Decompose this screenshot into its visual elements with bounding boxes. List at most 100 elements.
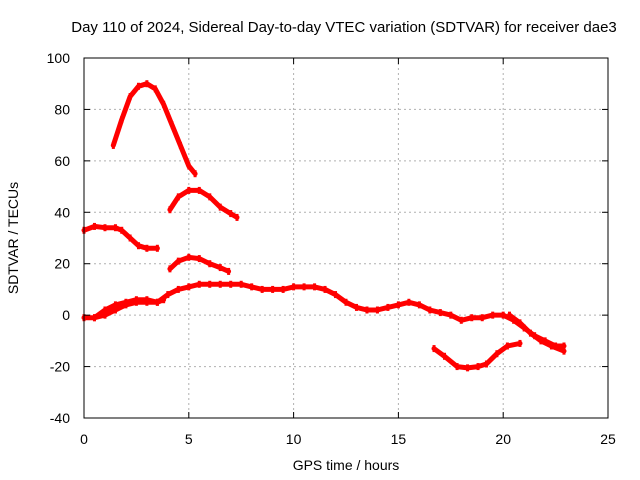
data-point <box>281 285 285 293</box>
data-point <box>124 298 128 306</box>
data-point <box>166 291 170 299</box>
data-point <box>197 280 201 288</box>
data-point <box>153 85 157 93</box>
data-point <box>208 193 212 201</box>
data-point <box>218 203 222 211</box>
data-point <box>176 257 180 265</box>
data-point <box>518 339 522 347</box>
data-point <box>417 301 421 309</box>
data-point <box>103 306 107 314</box>
data-point <box>449 311 453 319</box>
chart-title: Day 110 of 2024, Sidereal Day-to-day VTE… <box>71 19 617 36</box>
tick-layer: 0 5 10 15 20 25 -40 -20 0 20 40 60 80 100 <box>47 50 616 447</box>
data-point <box>323 285 327 293</box>
data-point <box>313 283 317 291</box>
series-arc-2 <box>167 187 240 220</box>
data-point <box>470 314 474 322</box>
data-point <box>365 306 369 314</box>
data-point <box>113 301 117 309</box>
y-axis-label: SDTVAR / TECUs <box>5 182 21 294</box>
data-point <box>443 352 447 360</box>
data-point <box>271 285 275 293</box>
data-point <box>187 253 191 261</box>
grid-layer <box>84 58 608 418</box>
series-arc-1 <box>110 81 198 177</box>
data-point <box>193 170 197 178</box>
data-point <box>507 311 511 319</box>
data-point <box>197 255 201 263</box>
series-arc-6 <box>92 297 167 321</box>
data-point <box>176 193 180 201</box>
data-point <box>103 224 107 232</box>
x-tick-label: 15 <box>391 431 407 447</box>
data-point <box>145 296 149 304</box>
data-point <box>235 213 239 221</box>
data-point <box>145 80 149 88</box>
data-point <box>229 210 233 218</box>
series-layer <box>81 80 567 372</box>
x-axis-label: GPS time / hours <box>293 457 400 473</box>
data-point <box>480 314 484 322</box>
data-point <box>120 116 124 124</box>
y-tick-label: 100 <box>47 50 71 66</box>
y-tick-label: 0 <box>62 307 70 323</box>
data-point <box>162 100 166 108</box>
data-point <box>120 226 124 234</box>
data-point <box>176 285 180 293</box>
data-point <box>501 311 505 319</box>
x-tick-label: 25 <box>600 431 616 447</box>
data-point <box>250 283 254 291</box>
data-point <box>134 296 138 304</box>
data-point <box>396 301 400 309</box>
data-point <box>476 363 480 371</box>
data-point <box>103 311 107 319</box>
data-point <box>168 265 172 273</box>
data-point <box>208 260 212 268</box>
data-point <box>407 298 411 306</box>
data-point <box>168 206 172 214</box>
data-point <box>128 93 132 101</box>
data-point <box>145 244 149 252</box>
data-point <box>562 342 566 350</box>
y-tick-label: -40 <box>50 410 70 426</box>
data-point <box>428 306 432 314</box>
x-tick-label: 0 <box>80 431 88 447</box>
data-point <box>344 298 348 306</box>
data-point <box>136 242 140 250</box>
data-point <box>111 141 115 149</box>
data-point <box>334 291 338 299</box>
data-point <box>239 280 243 288</box>
data-point <box>354 303 358 311</box>
data-point <box>113 306 117 314</box>
y-tick-label: -20 <box>50 359 70 375</box>
data-point <box>92 314 96 322</box>
data-point <box>178 141 182 149</box>
data-point <box>162 296 166 304</box>
x-tick-label: 20 <box>495 431 511 447</box>
data-point <box>518 319 522 327</box>
y-tick-label: 40 <box>54 204 70 220</box>
data-point <box>438 309 442 317</box>
plot-frame <box>83 57 609 419</box>
data-point <box>432 345 436 353</box>
data-point <box>229 280 233 288</box>
data-point <box>528 329 532 337</box>
data-point <box>227 267 231 275</box>
data-point <box>260 285 264 293</box>
y-tick-label: 20 <box>54 256 70 272</box>
data-point <box>562 347 566 355</box>
data-point <box>187 283 191 291</box>
data-point <box>484 360 488 368</box>
data-point <box>155 244 159 252</box>
data-point <box>187 162 191 170</box>
y-tick-label: 60 <box>54 153 70 169</box>
data-point <box>505 342 509 350</box>
data-point <box>218 280 222 288</box>
data-point <box>549 342 553 350</box>
data-point <box>292 283 296 291</box>
data-point <box>302 283 306 291</box>
data-point <box>491 311 495 319</box>
x-tick-label: 5 <box>185 431 193 447</box>
data-point <box>375 306 379 314</box>
